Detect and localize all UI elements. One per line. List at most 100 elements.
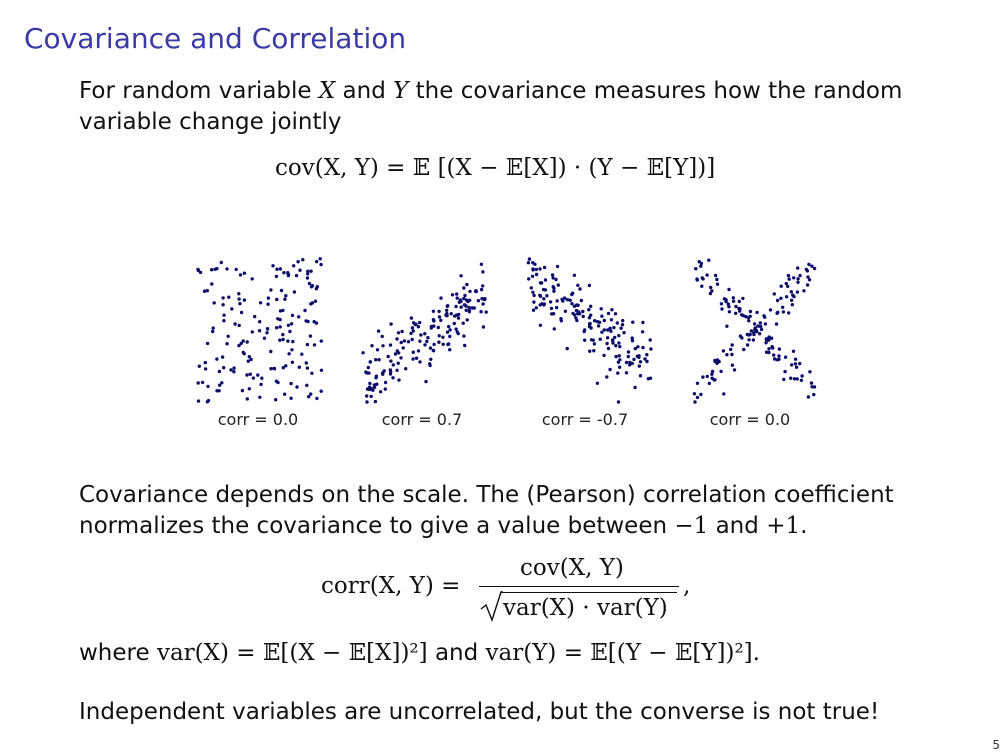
scatter-point xyxy=(222,313,226,317)
scatter-point xyxy=(305,366,310,370)
scatter-point xyxy=(799,378,804,382)
scatter-point xyxy=(570,302,574,306)
scatter-point xyxy=(552,286,556,290)
scatter-point xyxy=(219,260,223,265)
plot-label-3: corr = -0.7 xyxy=(541,410,629,429)
scatter-point xyxy=(365,387,370,391)
scatter-point xyxy=(587,324,592,329)
scatter-point xyxy=(730,363,735,367)
scatter-point xyxy=(241,339,245,343)
scatter-point xyxy=(459,274,463,278)
scatter-point xyxy=(238,302,242,306)
scatter-point xyxy=(371,388,375,392)
scatter-point xyxy=(606,346,611,351)
scatter-point xyxy=(410,337,414,342)
scatter-point xyxy=(705,273,709,277)
scatter-point xyxy=(409,316,414,320)
scatter-point xyxy=(695,277,699,281)
scatter-point xyxy=(286,323,291,327)
scatter-point xyxy=(641,345,645,350)
scatter-point xyxy=(589,313,593,317)
scatter-point xyxy=(479,310,483,314)
scatter-point xyxy=(598,337,602,341)
scatter-point xyxy=(700,276,704,280)
scatter-point xyxy=(789,376,793,380)
scatter-point xyxy=(597,320,602,324)
scatter-point xyxy=(752,322,757,326)
scatter-point xyxy=(271,264,275,268)
scatter-point xyxy=(295,385,299,389)
scatter-point xyxy=(292,290,297,294)
scatter-point xyxy=(570,292,574,297)
scatter-point xyxy=(304,319,308,323)
scatter-point xyxy=(748,309,753,314)
scatter-point xyxy=(538,293,542,297)
scatter-point xyxy=(414,356,419,360)
scatter-point xyxy=(388,343,393,347)
scatter-point xyxy=(428,362,432,366)
scatter-point xyxy=(401,346,405,350)
scatter-point xyxy=(638,360,643,364)
scatter-point xyxy=(253,314,257,319)
scatter-point xyxy=(315,396,319,401)
scatter-point xyxy=(715,277,719,282)
scatter-point xyxy=(617,354,621,358)
scatter-point xyxy=(436,325,440,330)
scatter-point xyxy=(203,367,208,371)
scatter-point xyxy=(196,381,200,385)
scatter-point xyxy=(388,368,392,372)
scatter-point xyxy=(474,289,478,294)
covariance-formula: cov(X, Y) = 𝔼 [(X − 𝔼[X]) · (Y − 𝔼[Y])] xyxy=(275,155,716,181)
scatter-point xyxy=(791,349,796,353)
scatter-point xyxy=(587,283,592,288)
scatter-point xyxy=(374,358,378,362)
scatter-point xyxy=(448,334,452,339)
where-word: where xyxy=(79,640,157,666)
scatter-point xyxy=(631,320,635,324)
scatter-point xyxy=(709,285,713,290)
scatter-point xyxy=(574,316,578,320)
var-x: X xyxy=(318,78,336,104)
scatter-point xyxy=(294,273,299,278)
scatter-point xyxy=(319,339,323,343)
scatter-point xyxy=(748,332,752,337)
scatter-point xyxy=(481,302,485,306)
scatter-point xyxy=(313,299,318,303)
scatter-point xyxy=(648,338,652,342)
scatter-point xyxy=(282,392,287,396)
scatter-point xyxy=(620,323,625,327)
scatter-point xyxy=(779,296,783,300)
scatter-point xyxy=(437,315,442,319)
scatter-point xyxy=(220,355,225,359)
scatter-point xyxy=(757,332,762,336)
scatter-point xyxy=(595,381,600,385)
scatter-point xyxy=(370,344,374,348)
scatter-point xyxy=(795,290,800,294)
scatter-point xyxy=(247,387,251,391)
scatter-point xyxy=(423,332,427,336)
scatter-point xyxy=(289,396,293,400)
scatter-point xyxy=(275,297,279,302)
scatter-point xyxy=(368,381,372,386)
scatter-point xyxy=(610,308,614,312)
scatter-point xyxy=(606,311,611,316)
scatter-point xyxy=(767,338,771,342)
scatter-point xyxy=(286,339,290,343)
scatter-point xyxy=(555,264,560,269)
scatter-point xyxy=(462,296,466,301)
scatter-point xyxy=(715,358,720,362)
scatter-point xyxy=(245,397,249,401)
scatter-point xyxy=(226,334,230,338)
scatter-point xyxy=(784,281,788,286)
scatter-point xyxy=(238,273,243,277)
scatter-point xyxy=(808,370,812,374)
scatter-point xyxy=(708,291,713,296)
scatter-point xyxy=(366,365,370,370)
scatter-point xyxy=(741,296,745,301)
scatter-point xyxy=(763,315,767,319)
scatter-point xyxy=(608,326,612,330)
scatter-point xyxy=(713,273,718,278)
scatter-point xyxy=(222,366,226,370)
scatter-point xyxy=(789,298,794,302)
scatter-point xyxy=(530,274,535,278)
